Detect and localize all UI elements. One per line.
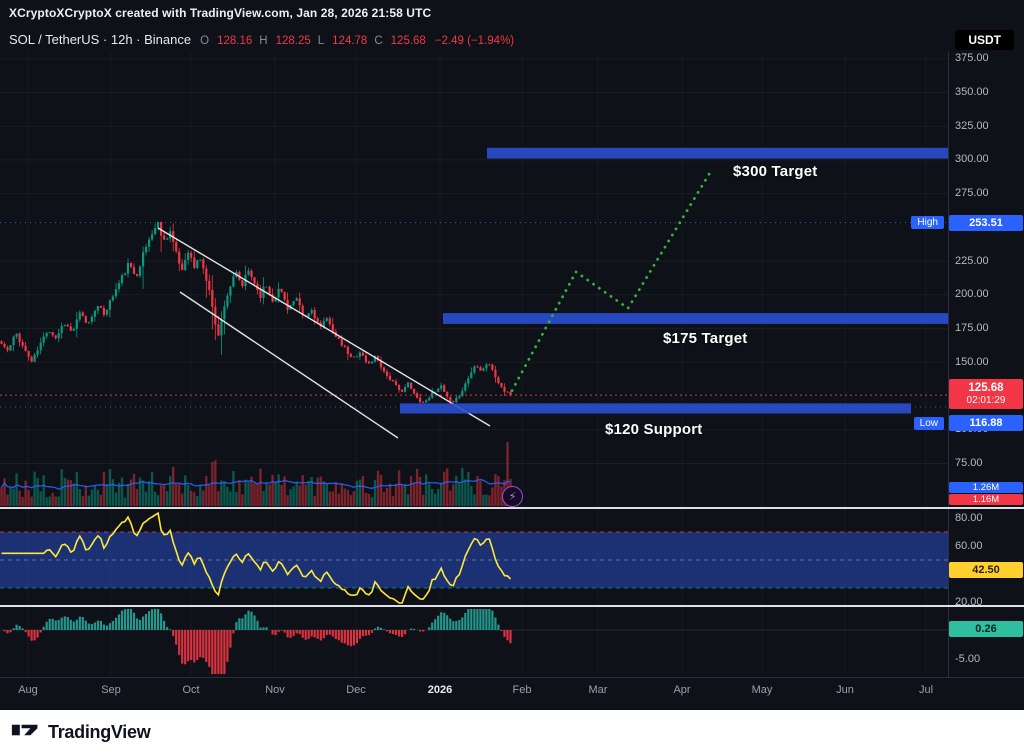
chart-canvas[interactable] bbox=[0, 0, 948, 710]
ohlc-key: H bbox=[259, 35, 268, 47]
price-axis-label: 200.00 bbox=[955, 288, 989, 301]
high-chip: High bbox=[911, 216, 944, 229]
high-price-badge: 253.51 bbox=[949, 215, 1023, 231]
last-price-badge: 125.68 02:01:29 bbox=[949, 379, 1023, 409]
footer-bar: TradingView bbox=[0, 710, 1024, 755]
ohlc-value: 128.25 bbox=[275, 35, 311, 47]
rsi-axis-label: 80.00 bbox=[955, 511, 983, 524]
target-175-label: $175 Target bbox=[663, 330, 748, 347]
time-axis-label: May bbox=[751, 684, 773, 696]
ohlc-key: O bbox=[200, 35, 210, 47]
time-axis-divider bbox=[0, 677, 1024, 678]
ohlc-value: 125.68 bbox=[390, 35, 426, 47]
support-120-label: $120 Support bbox=[605, 421, 703, 438]
price-axis-label: 150.00 bbox=[955, 355, 989, 368]
time-axis-label: Feb bbox=[512, 684, 532, 696]
volume-badge: 1.26M bbox=[949, 482, 1023, 493]
macd-axis-label: -5.00 bbox=[955, 652, 981, 665]
flash-icon[interactable]: ⚡ bbox=[502, 486, 523, 507]
bar-countdown: 02:01:29 bbox=[966, 395, 1006, 406]
time-axis-label: Jul bbox=[918, 684, 934, 696]
time-axis-label: Oct bbox=[182, 684, 200, 696]
ohlc-value: 128.16 bbox=[217, 35, 253, 47]
tradingview-wordmark[interactable]: TradingView bbox=[48, 722, 151, 742]
time-axis-label: Apr bbox=[673, 684, 691, 696]
low-chip: Low bbox=[913, 417, 944, 430]
macd-value-badge: 0.26 bbox=[949, 621, 1023, 637]
pane-separator[interactable] bbox=[0, 507, 1024, 509]
symbol-legend: SOL / TetherUS · 12h · Binance O 128.16 H 1… bbox=[9, 32, 514, 47]
target-300-label: $300 Target bbox=[733, 163, 818, 180]
rsi-axis-label: 60.00 bbox=[955, 539, 983, 552]
pane-separator[interactable] bbox=[0, 605, 1024, 607]
time-axis-label: Sep bbox=[101, 684, 121, 696]
rsi-axis-label: 20.00 bbox=[955, 595, 983, 608]
time-axis-label: 2026 bbox=[427, 684, 453, 696]
symbol-title[interactable]: SOL / TetherUS · 12h · Binance bbox=[9, 32, 192, 47]
price-axis-divider bbox=[948, 52, 949, 677]
quote-currency-badge[interactable]: USDT bbox=[955, 30, 1014, 50]
change-value: −2.49 (−1.94%) bbox=[434, 35, 515, 47]
price-axis-label: 225.00 bbox=[955, 254, 989, 267]
time-axis-label: Dec bbox=[346, 684, 366, 696]
time-axis-label: Mar bbox=[588, 684, 608, 696]
price-axis-label: 350.00 bbox=[955, 85, 989, 98]
tradingview-logo-icon[interactable] bbox=[11, 719, 41, 746]
price-axis-label: 75.00 bbox=[955, 456, 983, 469]
time-axis-label: Nov bbox=[265, 684, 285, 696]
time-axis-label: Aug bbox=[18, 684, 38, 696]
ohlc-key: C bbox=[374, 35, 383, 47]
volume-ma-badge: 1.16M bbox=[949, 494, 1023, 505]
attribution-text: XCryptoXCryptoX created with TradingView… bbox=[9, 6, 432, 20]
price-axis-label: 300.00 bbox=[955, 153, 989, 166]
price-axis-label: 175.00 bbox=[955, 322, 989, 335]
time-axis-label: Jun bbox=[836, 684, 854, 696]
ohlc-value: 124.78 bbox=[332, 35, 368, 47]
low-price-badge: 116.88 bbox=[949, 415, 1023, 431]
price-axis-label: 275.00 bbox=[955, 187, 989, 200]
ohlc-key: L bbox=[317, 35, 325, 47]
price-axis-label: 325.00 bbox=[955, 119, 989, 132]
price-axis-label: 375.00 bbox=[955, 52, 989, 65]
ohlc-values: O 128.16 H 128.25 L 124.78 C 125.68 bbox=[200, 35, 426, 47]
last-price-value: 125.68 bbox=[968, 382, 1004, 394]
rsi-value-badge: 42.50 bbox=[949, 562, 1023, 578]
